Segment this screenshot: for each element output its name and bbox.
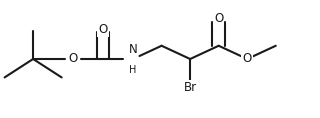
Text: Br: Br xyxy=(184,81,197,94)
Text: O: O xyxy=(98,23,108,36)
Text: O: O xyxy=(214,12,223,25)
Text: H: H xyxy=(129,65,137,75)
Text: O: O xyxy=(68,53,77,65)
Text: O: O xyxy=(243,53,252,65)
Text: N: N xyxy=(129,43,137,56)
